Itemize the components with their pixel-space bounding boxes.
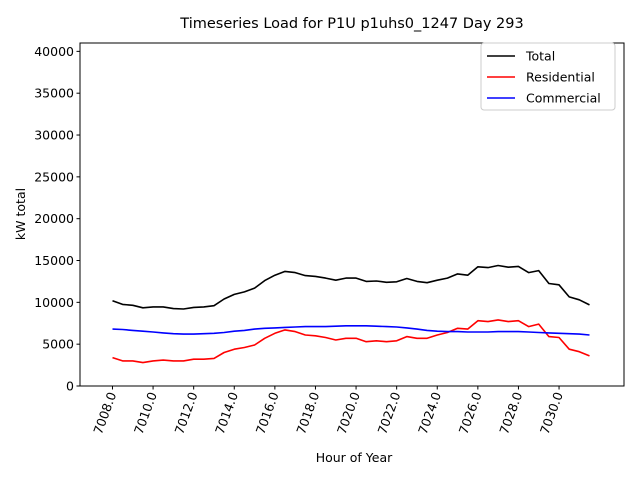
series-line-total xyxy=(112,264,590,310)
y-axis-label: kW total xyxy=(13,188,28,240)
x-tick-label: 7030.0 xyxy=(537,390,566,436)
x-axis: 7008.0 7010.0 7012.0 7014.0 7016.0 7018.0 7020… xyxy=(90,386,566,436)
y-tick-label: 40000 xyxy=(34,44,74,59)
legend: Total Residential Commercial xyxy=(480,42,616,111)
series-line-residential xyxy=(112,319,590,364)
x-tick-label: 7012.0 xyxy=(171,390,200,436)
x-tick-label: 7028.0 xyxy=(496,390,525,436)
y-tick-label: 25000 xyxy=(34,169,74,184)
legend-box xyxy=(480,42,616,111)
legend-label-residential: Residential xyxy=(526,70,595,85)
legend-label-commercial: Commercial xyxy=(526,91,601,106)
y-tick-label: 15000 xyxy=(34,253,74,268)
y-tick-label: 35000 xyxy=(34,86,74,101)
axes-frame xyxy=(79,42,625,387)
y-tick-label: 0 xyxy=(66,379,74,394)
series-line-commercial xyxy=(112,324,590,336)
x-tick-label: 7024.0 xyxy=(415,390,444,436)
x-tick-label: 7010.0 xyxy=(131,390,160,436)
y-axis: 0 5000 10000 15000 20000 25000 30000 35000 40000 xyxy=(34,44,80,394)
y-tick-label: 5000 xyxy=(42,337,74,352)
x-tick-label: 7016.0 xyxy=(253,390,282,436)
chart-title: Timeseries Load for P1U p1uhs0_1247 Day … xyxy=(179,16,523,32)
x-tick-label: 7020.0 xyxy=(334,390,363,436)
y-tick-label: 10000 xyxy=(34,295,74,310)
y-tick-label: 20000 xyxy=(34,211,74,226)
x-tick-label: 7008.0 xyxy=(90,390,119,436)
x-tick-label: 7022.0 xyxy=(374,390,403,436)
series-lines xyxy=(112,264,590,364)
legend-label-total: Total xyxy=(525,49,555,64)
y-tick-label: 30000 xyxy=(34,128,74,143)
x-tick-label: 7026.0 xyxy=(456,390,485,436)
x-axis-label: Hour of Year xyxy=(316,450,393,465)
x-tick-label: 7014.0 xyxy=(212,390,241,436)
x-tick-label: 7018.0 xyxy=(293,390,322,436)
